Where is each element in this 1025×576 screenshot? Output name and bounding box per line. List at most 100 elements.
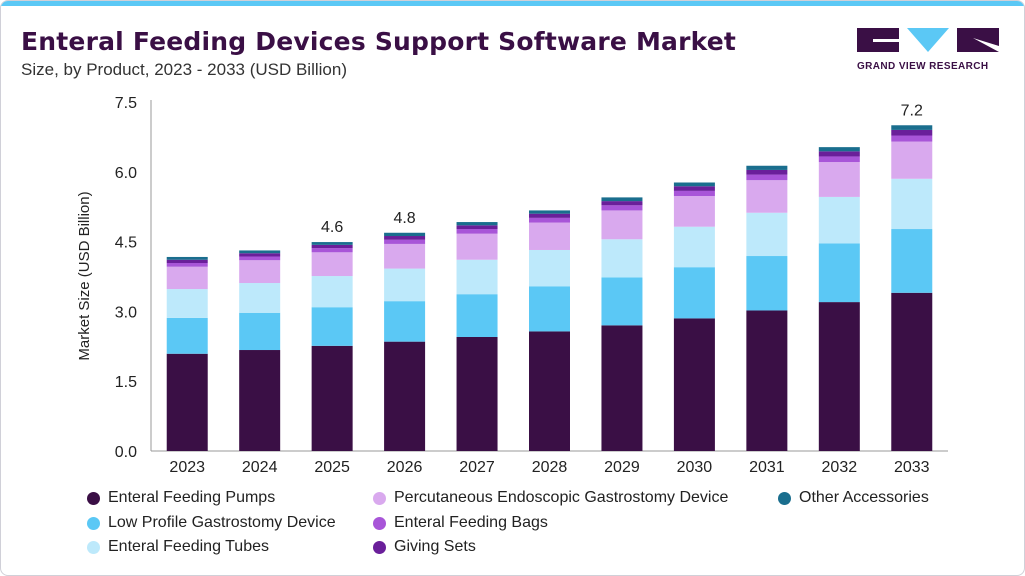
bar-segment-enteral-feeding-bags xyxy=(384,239,426,244)
legend-label: Low Profile Gastrostomy Device xyxy=(108,514,336,531)
bar-segment-low-profile-gastrostomy-device xyxy=(601,277,643,326)
bar-segment-enteral-feeding-pumps xyxy=(746,310,788,451)
bar-segment-giving-sets xyxy=(891,129,933,136)
bar-segment-enteral-feeding-pumps xyxy=(239,350,281,451)
y-tick-label: 6.0 xyxy=(115,165,137,182)
legend-label: Enteral Feeding Bags xyxy=(394,514,548,531)
bar-segment-other-accessories xyxy=(818,147,860,152)
y-tick-label: 4.5 xyxy=(115,235,137,252)
bar-segment-enteral-feeding-bags xyxy=(818,156,860,163)
legend-label: Enteral Feeding Tubes xyxy=(108,538,269,555)
x-tick-label: 2030 xyxy=(677,459,713,476)
bar-segment-enteral-feeding-tubes xyxy=(166,289,208,318)
bar-segment-enteral-feeding-bags xyxy=(239,256,281,261)
bar-segment-giving-sets xyxy=(311,244,353,249)
bar-segment-enteral-feeding-bags xyxy=(673,190,715,196)
bar-segment-percutaneous-endoscopic-gastrostomy-device xyxy=(239,260,281,284)
x-tick-label: 2026 xyxy=(387,459,423,476)
bar-segment-enteral-feeding-pumps xyxy=(601,325,643,451)
grand-view-research-logo: GRAND VIEW RESEARCH xyxy=(857,28,999,72)
bar-segment-other-accessories xyxy=(891,125,933,130)
bar-segment-giving-sets xyxy=(746,169,788,175)
legend-item: Other Accessories xyxy=(778,489,929,507)
legend-label: Giving Sets xyxy=(394,538,476,555)
bar-segment-enteral-feeding-tubes xyxy=(529,249,570,287)
bar-segment-enteral-feeding-bags xyxy=(601,205,643,211)
bar-segment-other-accessories xyxy=(746,165,788,170)
legend-item: Giving Sets xyxy=(373,538,476,556)
bar-segment-enteral-feeding-tubes xyxy=(891,178,933,230)
bar-segment-percutaneous-endoscopic-gastrostomy-device xyxy=(601,210,643,240)
data-label: 4.8 xyxy=(393,210,415,227)
bar-segment-percutaneous-endoscopic-gastrostomy-device xyxy=(456,233,498,260)
bar-segment-enteral-feeding-pumps xyxy=(166,353,208,451)
bar-segment-percutaneous-endoscopic-gastrostomy-device xyxy=(891,141,933,179)
bar-segment-giving-sets xyxy=(529,213,570,218)
legend-item: Enteral Feeding Tubes xyxy=(87,538,269,556)
x-tick-label: 2024 xyxy=(242,459,278,476)
x-tick-label: 2028 xyxy=(532,459,568,476)
bar-segment-percutaneous-endoscopic-gastrostomy-device xyxy=(746,180,788,213)
legend-swatch xyxy=(373,491,386,505)
bar-segment-giving-sets xyxy=(239,253,281,257)
bar-segment-enteral-feeding-bags xyxy=(529,217,570,223)
bar-segment-enteral-feeding-tubes xyxy=(818,196,860,244)
y-tick-label: 1.5 xyxy=(115,374,137,391)
bar-segment-low-profile-gastrostomy-device xyxy=(818,243,860,303)
x-tick-label: 2027 xyxy=(459,459,495,476)
bar-segment-giving-sets xyxy=(673,186,715,191)
bar-segment-percutaneous-endoscopic-gastrostomy-device xyxy=(311,252,353,277)
bar-segment-giving-sets xyxy=(384,236,426,240)
bar-segment-low-profile-gastrostomy-device xyxy=(456,294,498,337)
bar-segment-enteral-feeding-pumps xyxy=(529,331,570,451)
legend-label: Other Accessories xyxy=(799,489,929,506)
bar-segment-percutaneous-endoscopic-gastrostomy-device xyxy=(166,266,208,290)
bar-segment-enteral-feeding-tubes xyxy=(384,268,426,302)
bar-segment-enteral-feeding-tubes xyxy=(673,226,715,268)
logo-text: GRAND VIEW RESEARCH xyxy=(857,61,989,72)
bar-segment-other-accessories xyxy=(673,182,715,187)
logo-mark xyxy=(857,28,999,52)
bar-segment-enteral-feeding-pumps xyxy=(891,292,933,451)
bar-segment-other-accessories xyxy=(456,222,498,226)
x-tick-label: 2025 xyxy=(314,459,350,476)
bar-segment-giving-sets xyxy=(601,201,643,206)
x-tick-label: 2032 xyxy=(822,459,858,476)
bar-segment-enteral-feeding-pumps xyxy=(456,336,498,451)
bar-segment-enteral-feeding-tubes xyxy=(311,276,353,308)
legend-label: Enteral Feeding Pumps xyxy=(108,489,276,506)
bar-segment-percutaneous-endoscopic-gastrostomy-device xyxy=(384,243,426,269)
bar-segment-enteral-feeding-bags xyxy=(166,263,208,267)
bar-segment-other-accessories xyxy=(529,210,570,214)
bar-segment-other-accessories xyxy=(311,242,353,245)
bar-segment-enteral-feeding-pumps xyxy=(311,345,353,451)
page-subtitle: Size, by Product, 2023 - 2033 (USD Billi… xyxy=(21,60,347,79)
legend-item: Enteral Feeding Bags xyxy=(373,514,548,532)
legend-item: Low Profile Gastrostomy Device xyxy=(87,514,336,532)
legend-swatch xyxy=(87,491,100,505)
bar-segment-enteral-feeding-pumps xyxy=(818,302,860,451)
bar-segment-enteral-feeding-bags xyxy=(746,174,788,181)
bar-segment-enteral-feeding-tubes xyxy=(746,212,788,257)
accent-bar xyxy=(1,1,1024,6)
bar-segment-enteral-feeding-pumps xyxy=(384,341,426,451)
y-axis-title: Market Size (USD Billion) xyxy=(76,191,93,360)
bar-segment-low-profile-gastrostomy-device xyxy=(529,286,570,332)
bar-segment-enteral-feeding-tubes xyxy=(239,283,281,313)
legend-swatch xyxy=(373,540,386,554)
legend-swatch xyxy=(87,540,100,554)
bar-segment-low-profile-gastrostomy-device xyxy=(384,301,426,342)
legend-swatch xyxy=(373,516,386,530)
bar-segment-low-profile-gastrostomy-device xyxy=(311,307,353,346)
bar-segment-percutaneous-endoscopic-gastrostomy-device xyxy=(529,222,570,250)
bar-segment-other-accessories xyxy=(384,232,426,237)
x-tick-label: 2023 xyxy=(169,459,205,476)
legend-label: Percutaneous Endoscopic Gastrostomy Devi… xyxy=(394,489,729,506)
y-tick-label: 0.0 xyxy=(115,444,137,461)
bar-segment-low-profile-gastrostomy-device xyxy=(166,317,208,354)
legend-swatch xyxy=(778,491,791,505)
legend-item: Enteral Feeding Pumps xyxy=(87,489,275,507)
bar-segment-low-profile-gastrostomy-device xyxy=(891,229,933,293)
